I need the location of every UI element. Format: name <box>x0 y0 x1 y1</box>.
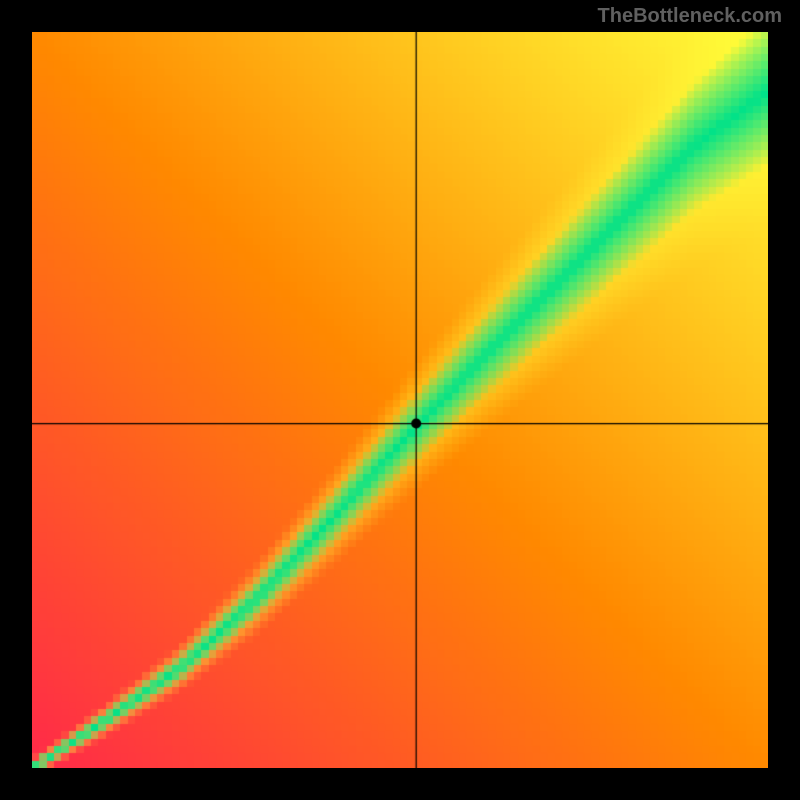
watermark-text: TheBottleneck.com <box>598 5 782 28</box>
heatmap-canvas <box>32 32 768 768</box>
heatmap-plot <box>32 32 768 768</box>
